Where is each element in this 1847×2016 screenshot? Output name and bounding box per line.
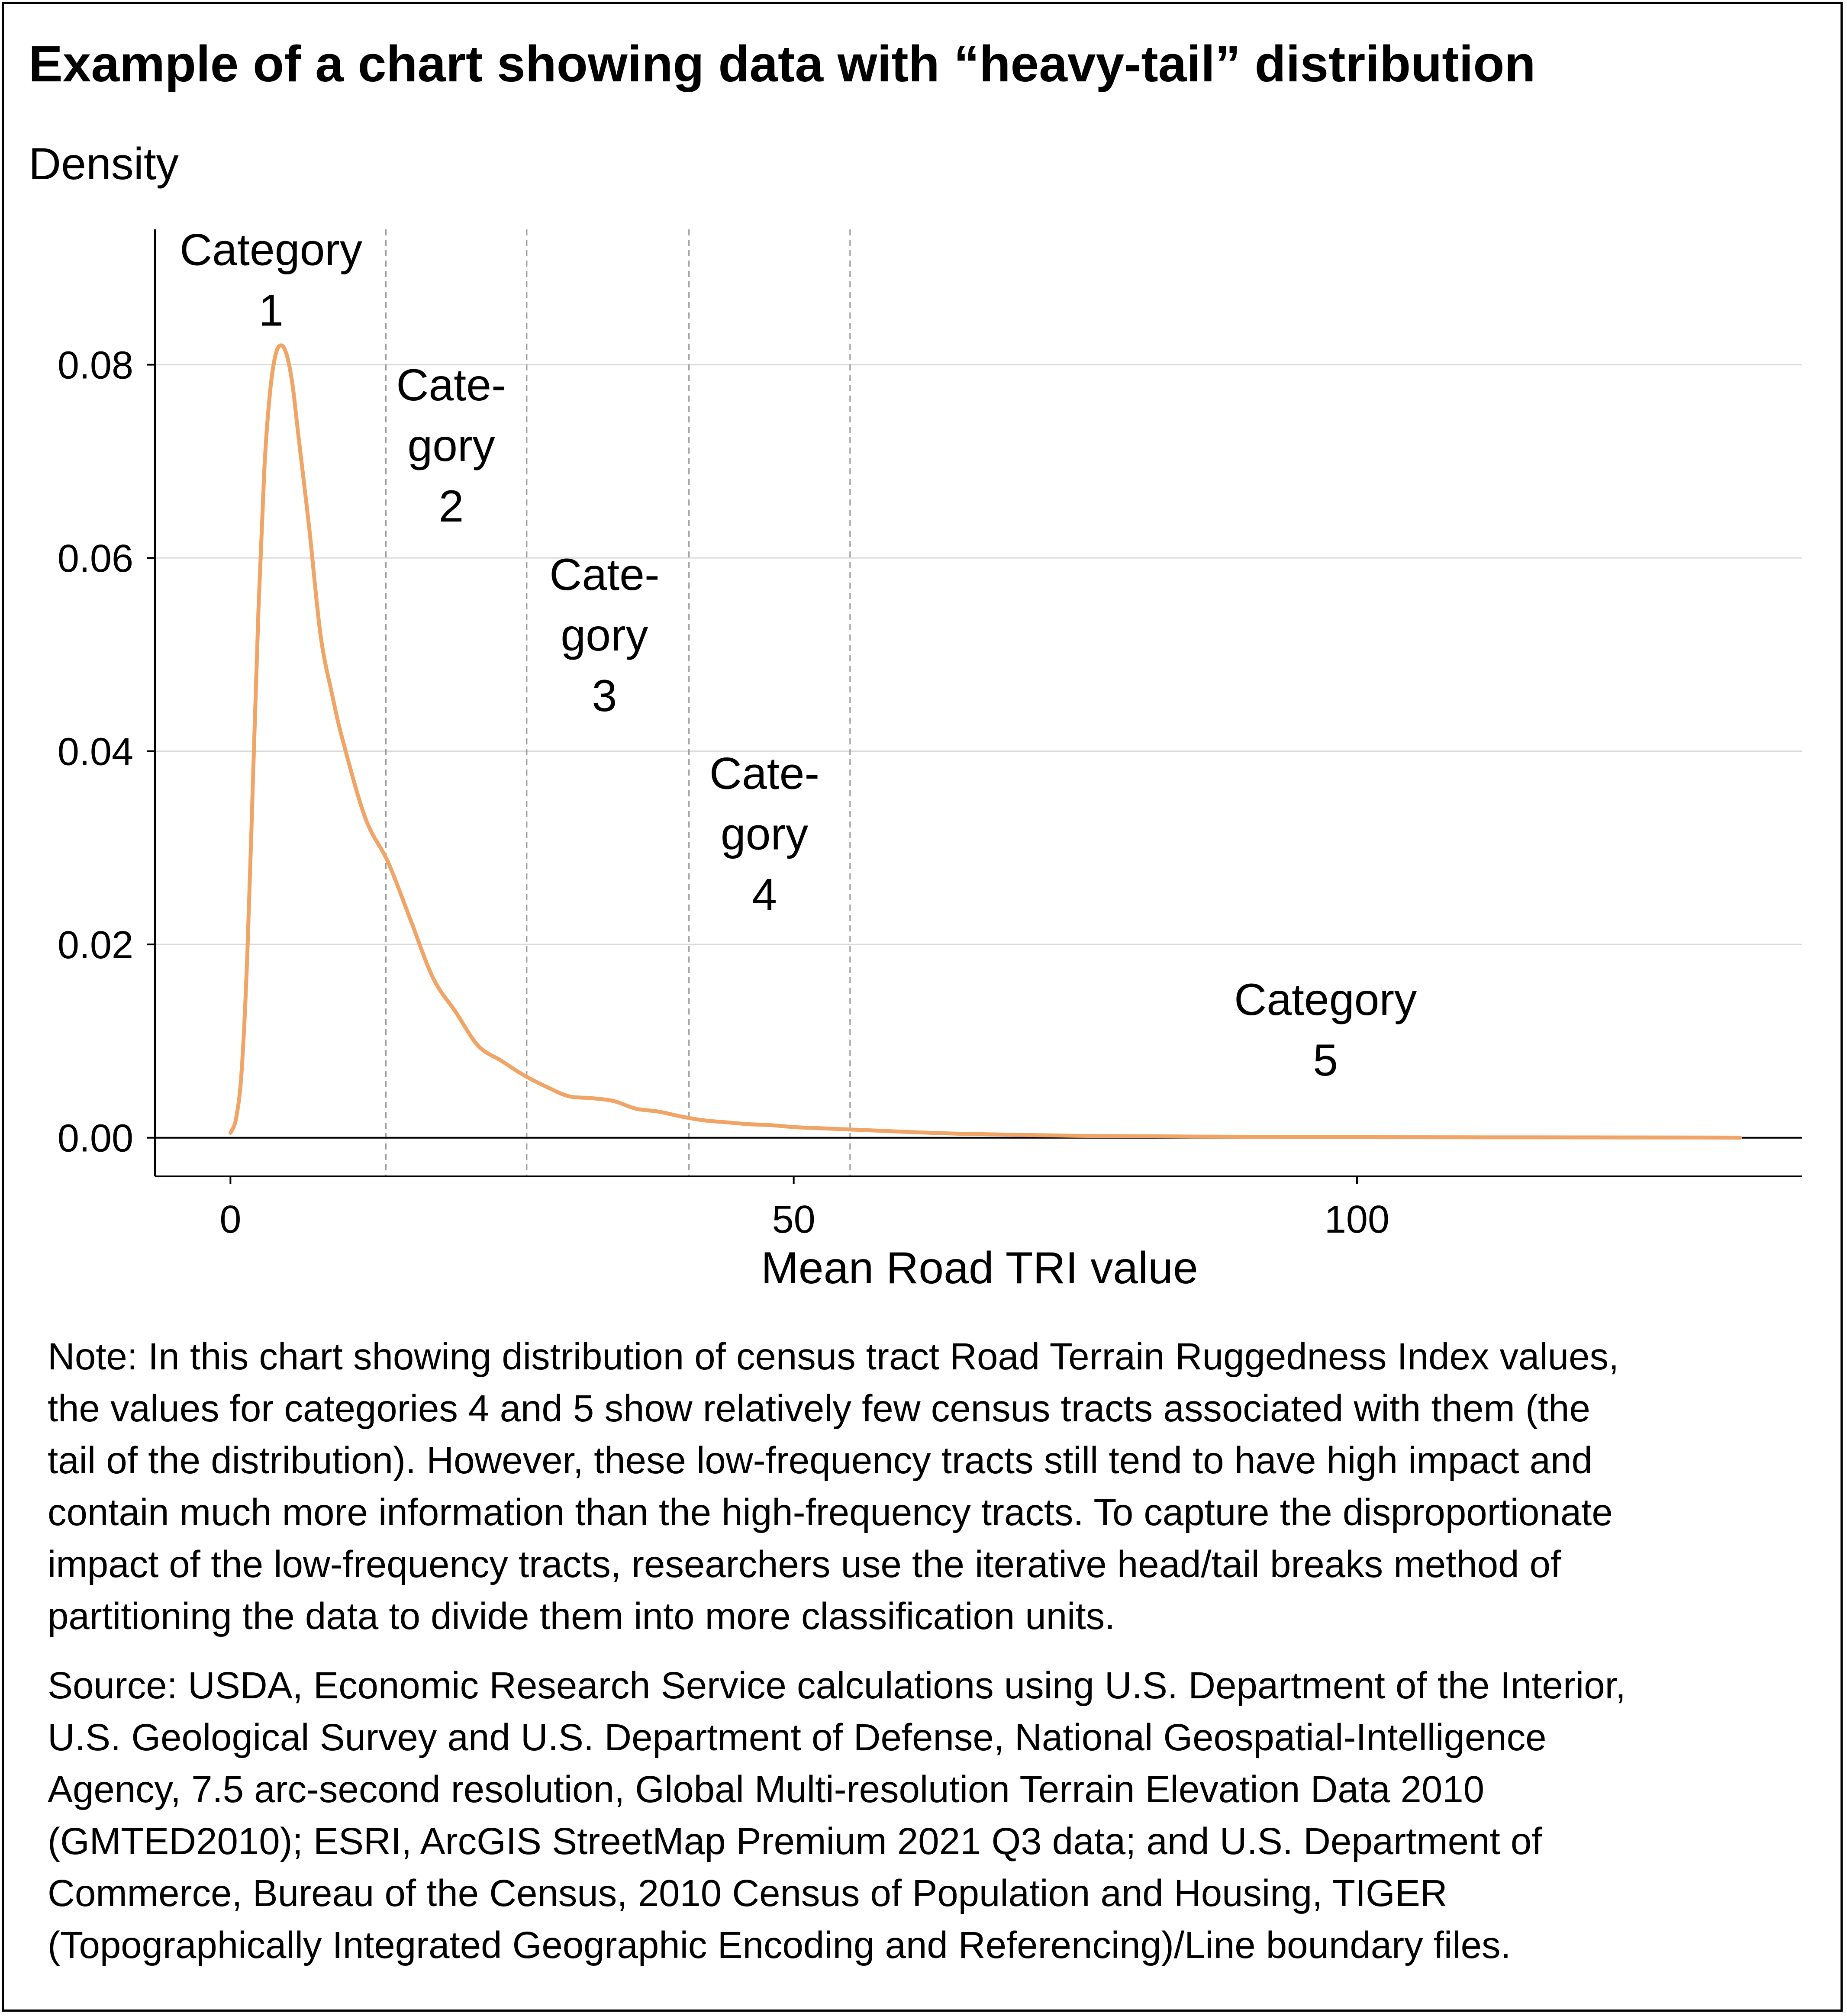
source-line: (GMTED2010); ESRI, ArcGIS StreetMap Prem… bbox=[48, 1820, 1542, 1862]
y-tick-label: 0.00 bbox=[58, 1117, 133, 1160]
note-line: tail of the distribution). However, thes… bbox=[48, 1440, 1592, 1481]
source-line: Agency, 7.5 arc-second resolution, Globa… bbox=[48, 1768, 1485, 1810]
note-line: partitioning the data to divide them int… bbox=[48, 1595, 1115, 1637]
source-line: Commerce, Bureau of the Census, 2010 Cen… bbox=[48, 1872, 1447, 1914]
category-label: Cate-gory 4 bbox=[709, 749, 819, 920]
density-curve-group bbox=[228, 343, 1742, 1140]
y-axis-label: Density bbox=[29, 139, 179, 189]
category-label-line: gory bbox=[721, 809, 808, 860]
category-label-line: Category bbox=[1234, 975, 1417, 1025]
category-label: Cate-gory 3 bbox=[549, 550, 659, 721]
category-label-line: Cate- bbox=[709, 749, 819, 799]
category-label-line: 4 bbox=[752, 870, 777, 920]
note-line: contain much more information than the h… bbox=[48, 1491, 1613, 1533]
chart-title: Example of a chart showing data with “he… bbox=[29, 35, 1536, 93]
category-label-line: gory bbox=[561, 610, 648, 660]
category-label-line: Cate- bbox=[396, 360, 506, 410]
chart-plot: 0.000.020.040.060.08 0 50 100 Category 1Cat… bbox=[58, 225, 1802, 1293]
x-tick-label: 50 bbox=[772, 1198, 816, 1241]
category-label-line: Category bbox=[180, 225, 362, 275]
category-dividers bbox=[385, 229, 851, 1176]
gridlines bbox=[155, 364, 1802, 945]
source-text: Source: USDA, Economic Research Service … bbox=[48, 1660, 1822, 1971]
density-curve bbox=[228, 343, 1742, 1140]
y-tick-label: 0.08 bbox=[58, 344, 133, 387]
y-tick-label: 0.02 bbox=[58, 924, 133, 967]
source-line: U.S. Geological Survey and U.S. Departme… bbox=[48, 1716, 1547, 1758]
category-label: Category 5 bbox=[1234, 975, 1417, 1085]
x-ticks: 0 50 100 bbox=[219, 1176, 1389, 1241]
x-tick-label: 100 bbox=[1325, 1198, 1389, 1241]
y-tick-label: 0.04 bbox=[58, 731, 133, 774]
note-text: Note: In this chart showing distribution… bbox=[48, 1331, 1822, 1642]
category-label: Category 1 bbox=[180, 225, 362, 336]
y-ticks: 0.00 0.02 0.04 0.06 0.08 bbox=[58, 344, 155, 1160]
category-label-line: Cate- bbox=[549, 550, 659, 600]
y-tick-label: 0.06 bbox=[58, 537, 133, 580]
x-axis-label: Mean Road TRI value bbox=[761, 1243, 1198, 1293]
source-line: (Topographically Integrated Geographic E… bbox=[48, 1924, 1511, 1966]
note-line: the values for categories 4 and 5 show r… bbox=[48, 1388, 1590, 1430]
category-label-line: 2 bbox=[439, 481, 464, 531]
category-label-line: 1 bbox=[258, 286, 284, 336]
note-line: Note: In this chart showing distribution… bbox=[48, 1336, 1619, 1378]
category-label-line: 3 bbox=[592, 671, 617, 721]
note-line: impact of the low-frequency tracts, rese… bbox=[48, 1543, 1561, 1585]
category-label-line: gory bbox=[407, 421, 495, 471]
source-line: Source: USDA, Economic Research Service … bbox=[48, 1665, 1626, 1707]
category-label: Cate-gory 2 bbox=[396, 360, 506, 531]
category-label-line: 5 bbox=[1313, 1035, 1338, 1085]
x-tick-label: 0 bbox=[219, 1198, 241, 1241]
